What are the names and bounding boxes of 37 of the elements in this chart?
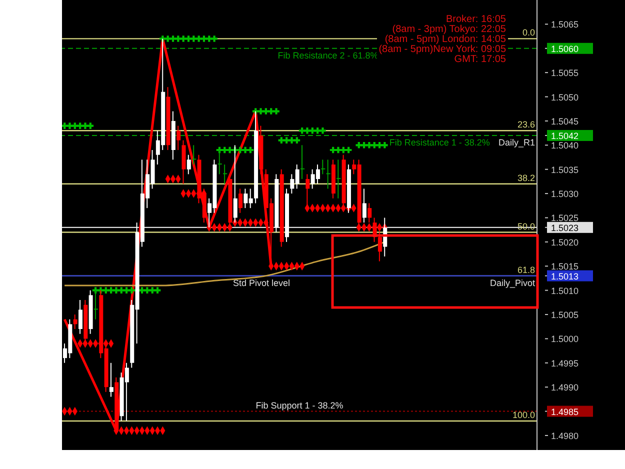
- ref-line-label: Std Pivot level: [232, 278, 290, 288]
- y-tick-label: 1.5010: [551, 286, 579, 296]
- y-tick-label: 1.5042: [551, 130, 579, 141]
- y-tick-label: 1.5045: [551, 116, 579, 126]
- annotation: 61.8: [517, 264, 535, 275]
- y-tick-label: 1.4995: [551, 358, 579, 368]
- y-tick-label: 1.5005: [551, 310, 579, 320]
- ref-line-label: Fib Resistance 1 - 38.2%: [389, 137, 490, 148]
- y-tick-label: 1.5050: [551, 92, 579, 102]
- y-tick-label: 1.4990: [551, 382, 579, 393]
- y-tick-label: 1.5065: [551, 20, 579, 30]
- y-tick-label: 1.5055: [551, 68, 579, 78]
- ref-line-label: Fib Resistance 2 - 61.8%: [278, 50, 378, 60]
- annotation: (8am - 3pm) Tokyo: 22:05: [392, 24, 506, 35]
- annotation: GMT: 17:05: [454, 54, 506, 65]
- y-tick-label: 1.4985: [551, 406, 579, 417]
- annotation: 0.0: [522, 28, 535, 38]
- ref-line-label: Fib Support 1 - 38.2%: [256, 400, 344, 410]
- y-tick-label: 1.5000: [551, 334, 579, 344]
- annotation: (8am - 5pm) London: 14:05: [384, 34, 506, 45]
- y-tick-label: 1.5040: [551, 140, 579, 151]
- annotation: 100.0: [512, 410, 535, 420]
- annotation: 23.6: [517, 120, 535, 130]
- y-tick-label: 1.5015: [551, 262, 579, 272]
- y-tick-label: 1.5020: [551, 237, 579, 248]
- y-tick-label: 1.5025: [551, 213, 579, 224]
- annotation: Broker: 16:05: [446, 14, 506, 25]
- y-tick-label: 1.5023: [551, 222, 579, 233]
- y-tick-label: 1.5035: [551, 164, 579, 175]
- y-tick-label: 1.5060: [551, 44, 579, 54]
- annotation: (8am - 5pm)New York: 09:05: [378, 44, 506, 55]
- annotation: 38.2: [517, 172, 535, 183]
- y-tick-label: 1.5013: [551, 271, 579, 282]
- annotation: Daily_Pivot: [490, 278, 536, 288]
- annotation: Daily_R1: [498, 137, 535, 148]
- y-tick-label: 1.4980: [551, 430, 579, 441]
- y-tick-label: 1.5030: [551, 189, 579, 200]
